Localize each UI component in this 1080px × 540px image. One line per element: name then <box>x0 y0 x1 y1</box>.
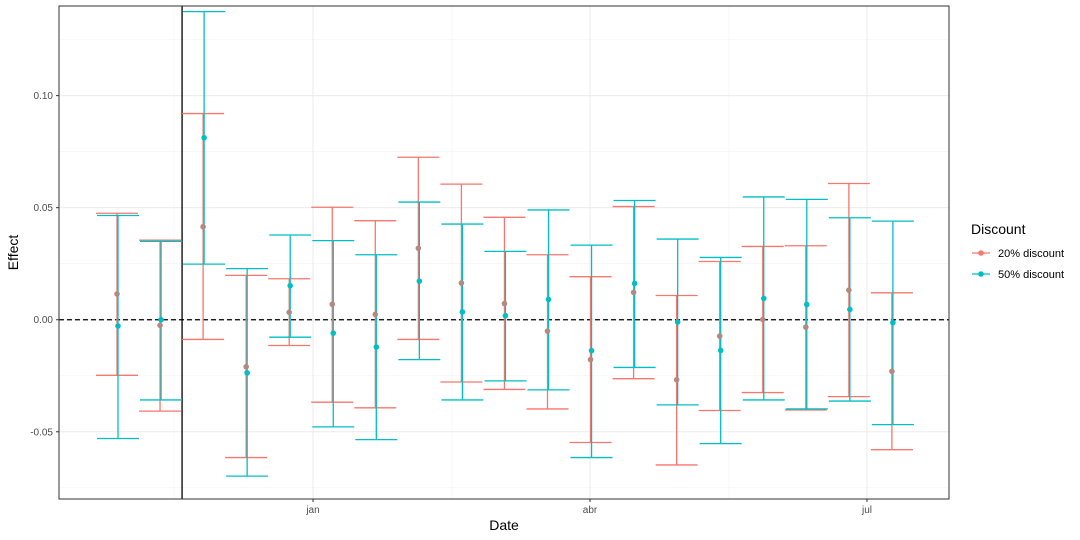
data-point <box>458 280 465 286</box>
legend-label: 20% discount <box>998 248 1064 260</box>
data-point <box>415 245 422 252</box>
data-point <box>889 368 895 375</box>
data-point <box>673 376 680 383</box>
legend-title: Discount <box>971 221 1026 237</box>
legend-key-point <box>978 250 984 256</box>
data-point <box>502 312 509 319</box>
data-point <box>115 323 121 329</box>
data-point <box>416 278 423 284</box>
x-tick-label: abr <box>583 505 598 516</box>
x-tick-label: jul <box>861 505 872 516</box>
data-point <box>760 295 767 302</box>
y-axis-title: Effect <box>5 235 21 271</box>
x-tick-label: jan <box>305 505 319 516</box>
legend: Discount 20% discount 50% discount <box>971 221 1064 281</box>
y-tick-label: 0.10 <box>34 91 54 102</box>
data-point <box>631 280 638 287</box>
legend-label: 50% discount <box>998 269 1064 281</box>
data-point <box>114 291 120 297</box>
data-point <box>158 316 164 323</box>
plot-border <box>58 5 950 500</box>
data-point <box>759 316 766 323</box>
series-points-1 <box>114 223 895 383</box>
data-point <box>243 363 249 370</box>
legend-key-point <box>978 271 984 277</box>
data-point <box>716 333 723 339</box>
data-point <box>459 309 466 315</box>
data-point <box>201 134 207 141</box>
data-point <box>501 300 508 307</box>
data-point <box>674 319 681 325</box>
data-point <box>890 319 896 326</box>
data-point <box>157 322 163 329</box>
data-point <box>373 344 380 350</box>
data-point <box>587 356 594 363</box>
data-point <box>804 301 810 308</box>
data-point <box>717 347 724 354</box>
data-point <box>588 347 595 354</box>
y-tick-label: 0.00 <box>34 315 54 326</box>
data-point <box>244 370 250 376</box>
data-point <box>200 223 206 230</box>
y-tick-label: 0.05 <box>34 203 54 214</box>
data-point <box>630 289 637 296</box>
data-point <box>286 309 293 316</box>
data-point <box>846 287 852 293</box>
data-point <box>329 301 336 308</box>
y-tick-label: -0.05 <box>30 427 53 438</box>
data-point <box>330 330 337 336</box>
series-points-2 <box>115 134 896 376</box>
data-point <box>372 311 379 318</box>
data-point <box>545 296 552 303</box>
data-point <box>544 328 551 334</box>
data-point <box>803 324 809 330</box>
data-point <box>847 306 853 313</box>
x-axis-title: Date <box>489 517 519 533</box>
data-point <box>287 282 294 289</box>
